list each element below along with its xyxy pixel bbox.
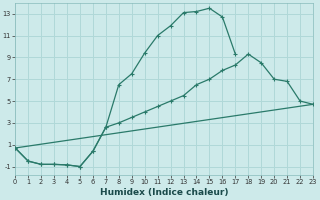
X-axis label: Humidex (Indice chaleur): Humidex (Indice chaleur) [100,188,228,197]
